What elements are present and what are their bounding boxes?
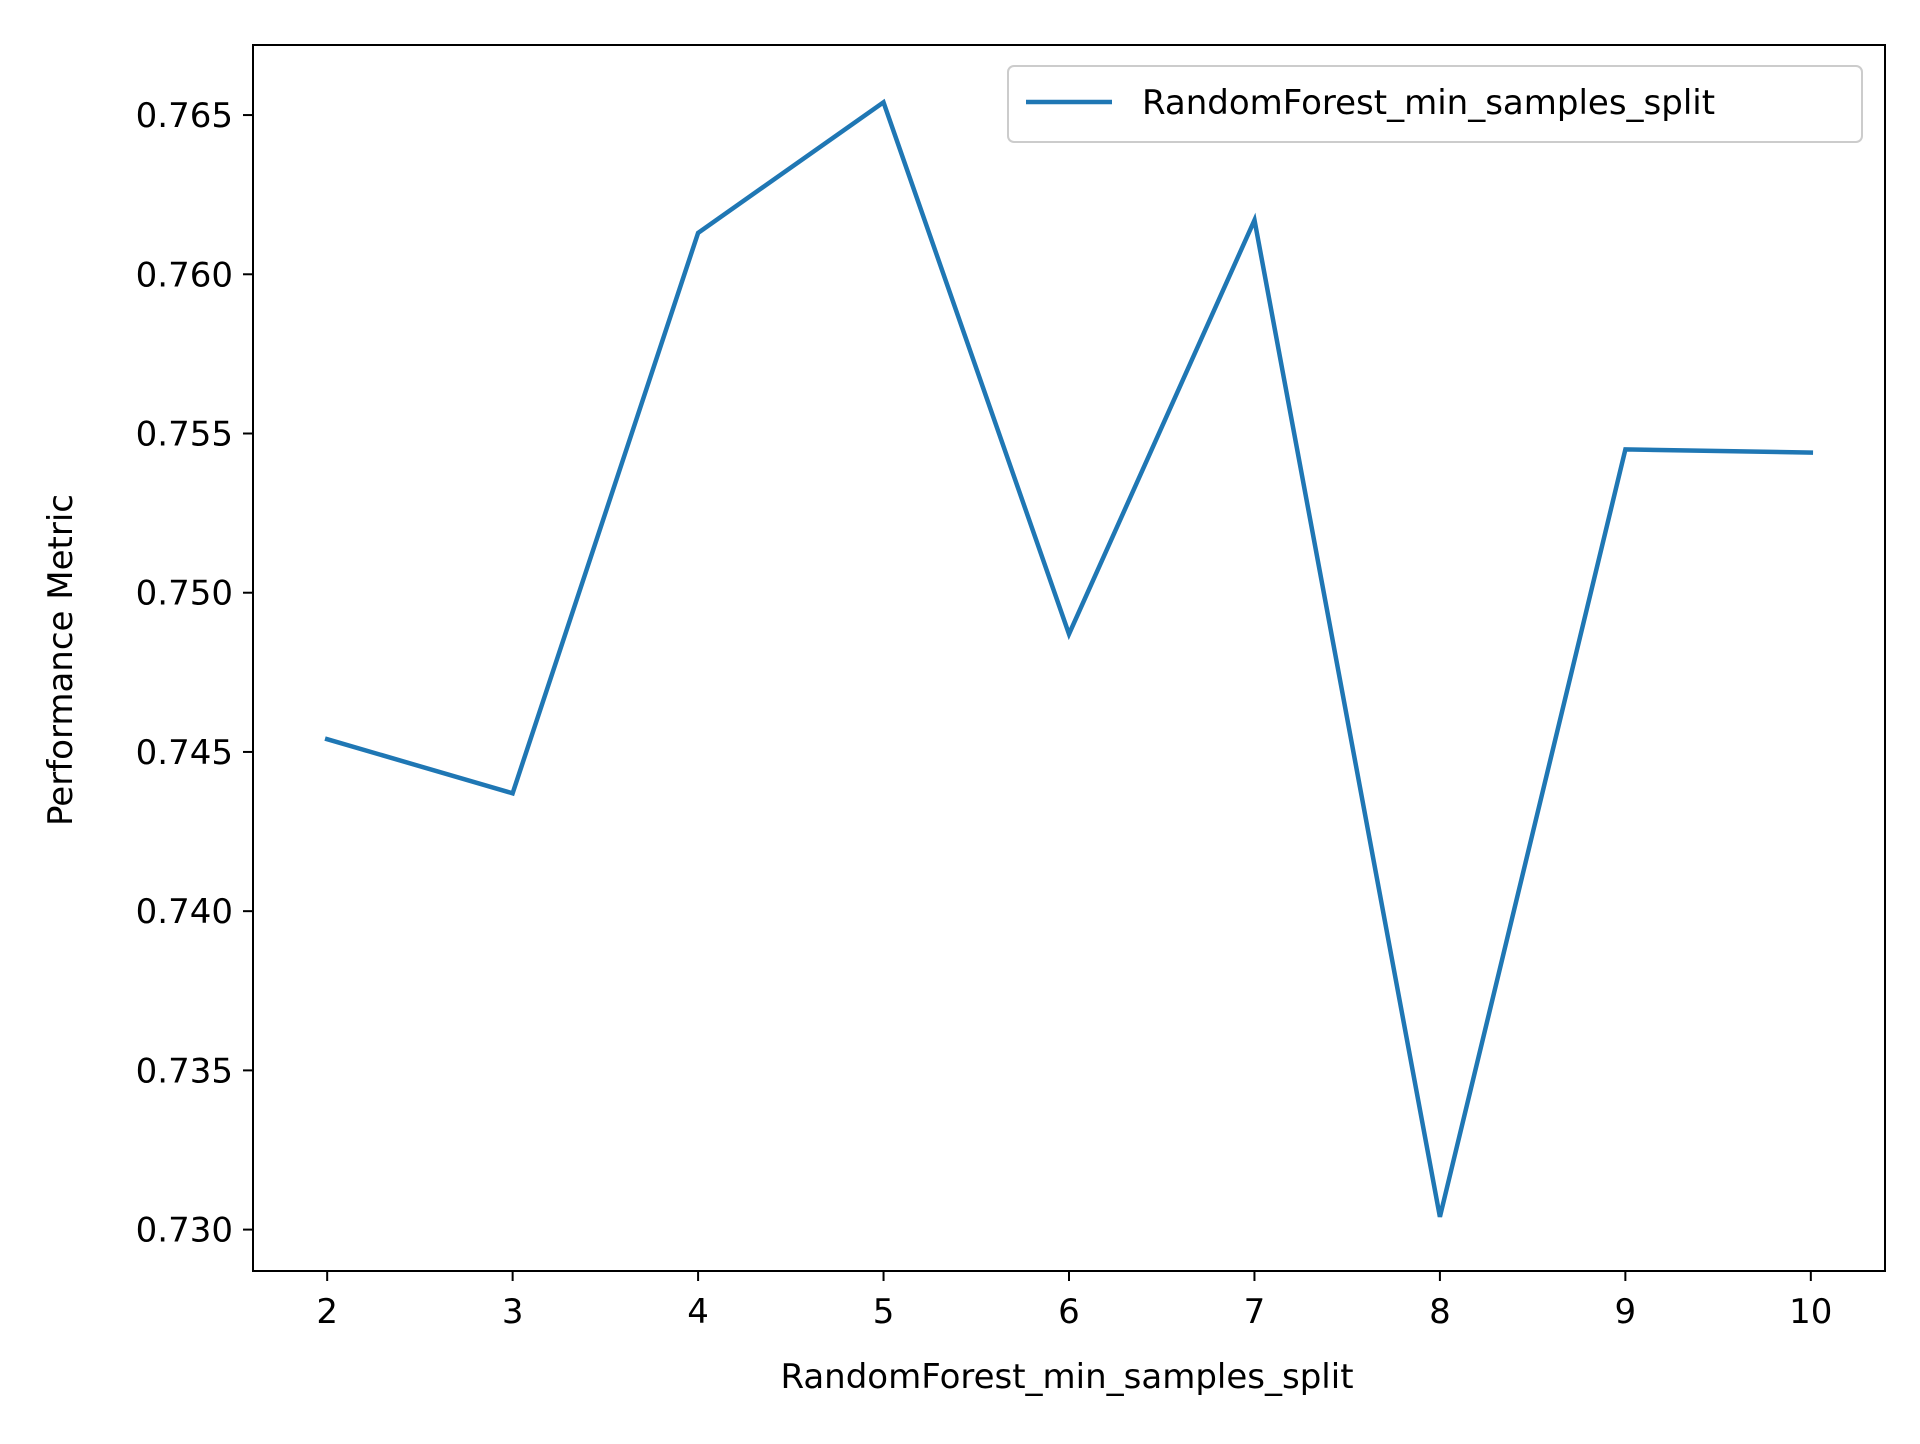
x-tick-label: 7 xyxy=(1244,1292,1266,1332)
x-tick-label: 5 xyxy=(873,1292,895,1332)
legend-box xyxy=(1007,65,1863,143)
y-tick-label: 0.755 xyxy=(136,414,233,454)
axes-frame xyxy=(252,44,1886,1272)
series-line-0 xyxy=(324,98,1814,1218)
x-tick-label: 9 xyxy=(1615,1292,1637,1332)
plot-area xyxy=(324,98,1814,1218)
x-axis-ticks: 2 3 4 5 6 7 8 9 10 xyxy=(316,1271,1832,1332)
y-tick-label: 0.740 xyxy=(136,892,233,932)
x-tick-label: 6 xyxy=(1058,1292,1080,1332)
y-tick-label: 0.765 xyxy=(136,96,233,136)
y-axis-label: Performance Metric xyxy=(41,494,81,826)
y-tick-label: 0.730 xyxy=(136,1211,233,1251)
x-tick-label: 10 xyxy=(1789,1292,1832,1332)
legend: RandomForest_min_samples_split xyxy=(1007,65,1863,143)
y-tick-label: 0.745 xyxy=(136,733,233,773)
x-axis-label: RandomForest_min_samples_split xyxy=(780,1357,1353,1397)
y-tick-label: 0.735 xyxy=(136,1051,233,1091)
x-tick-label: 3 xyxy=(502,1292,524,1332)
y-tick-label: 0.750 xyxy=(136,574,233,614)
x-tick-label: 8 xyxy=(1429,1292,1451,1332)
x-tick-label: 4 xyxy=(687,1292,709,1332)
x-tick-label: 2 xyxy=(316,1292,338,1332)
legend-label: RandomForest_min_samples_split xyxy=(1142,83,1715,123)
y-axis-ticks: 0.730 0.735 0.740 0.745 0.750 0.755 0.760 0.765 xyxy=(136,96,253,1251)
y-tick-label: 0.760 xyxy=(136,255,233,295)
